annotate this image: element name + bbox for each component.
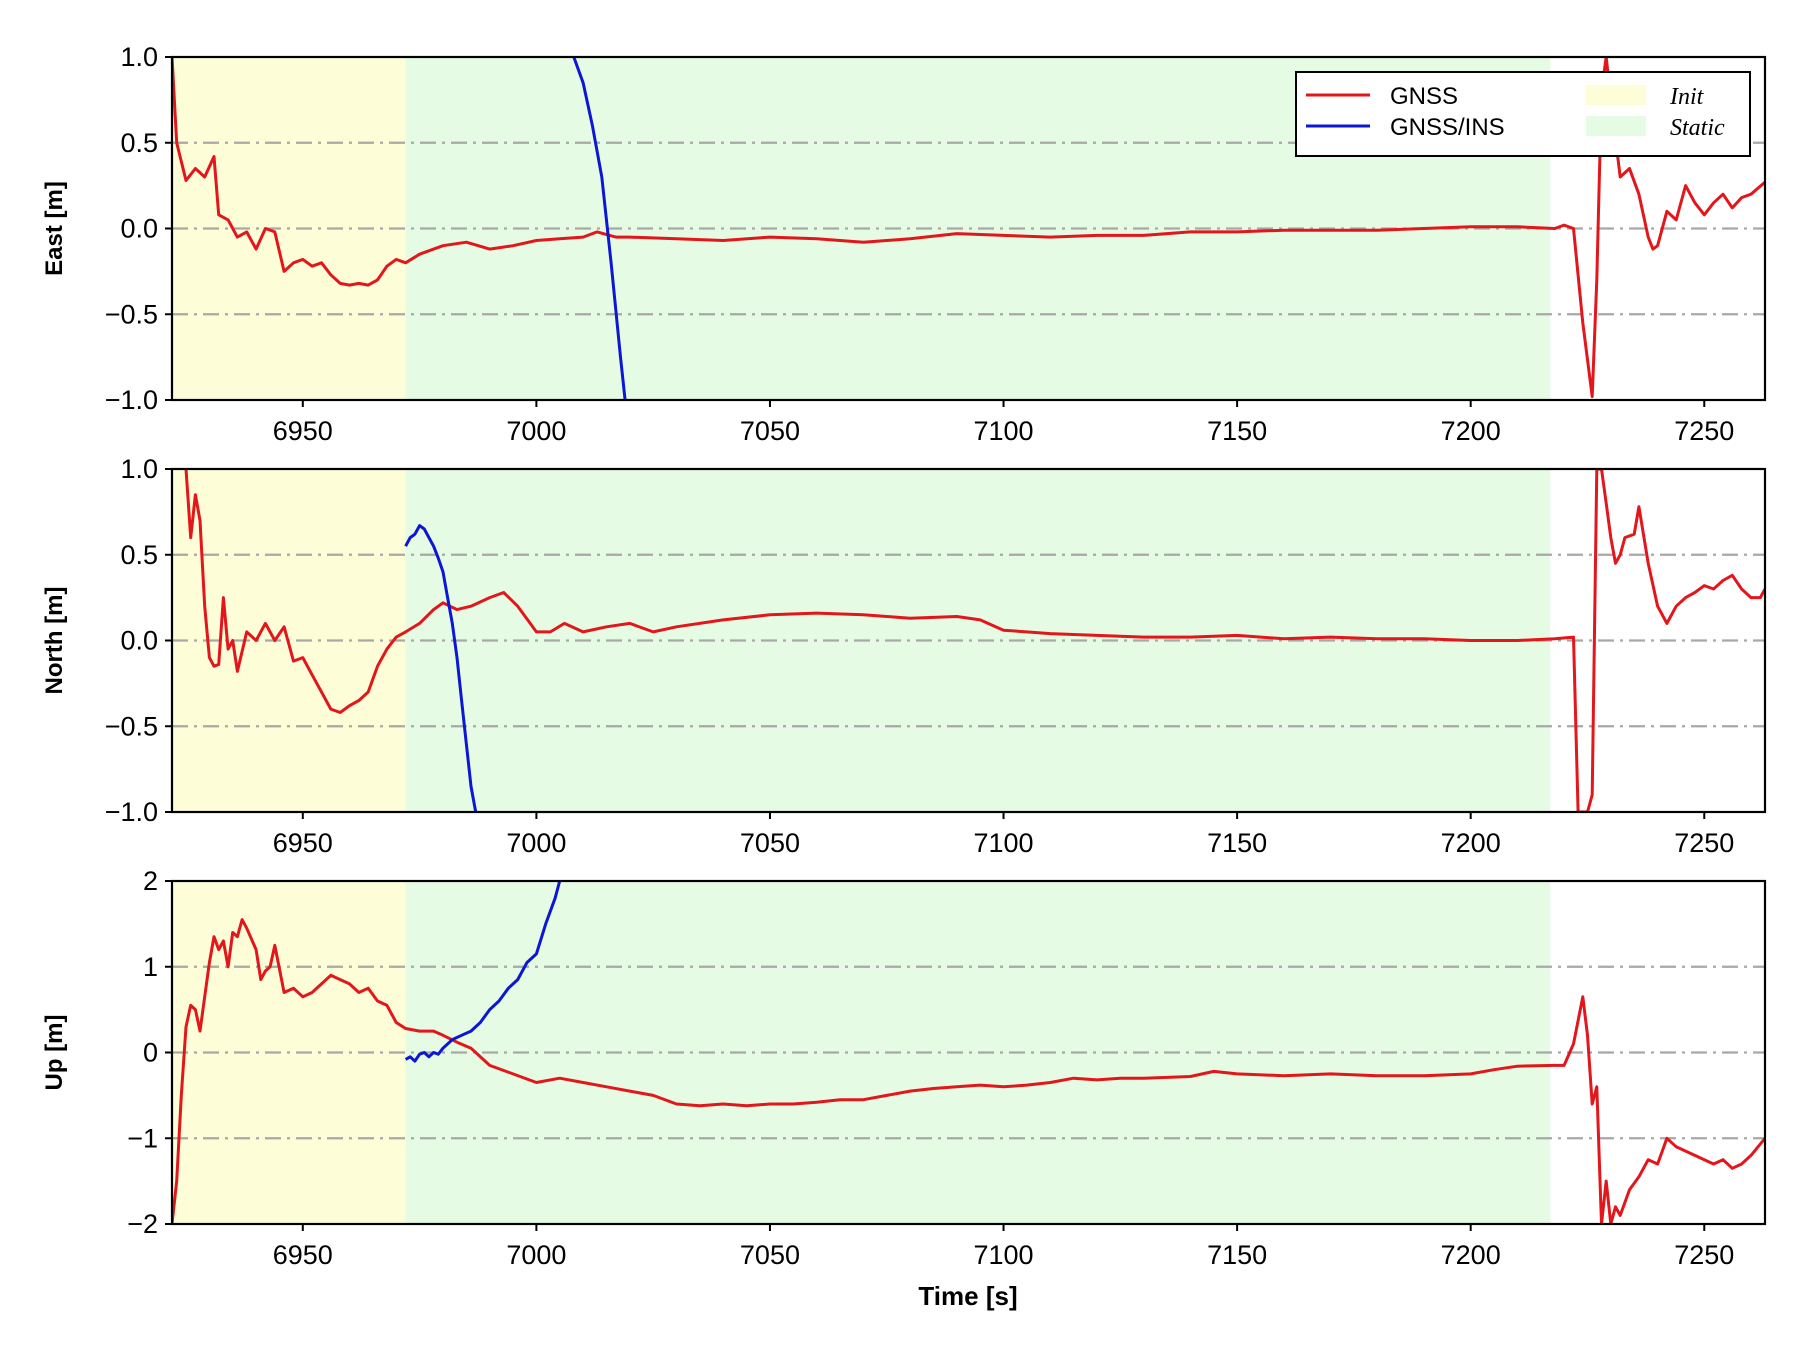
series-group-0 bbox=[172, 57, 1765, 400]
panel-1: −1.0 −0.5 0.0 0.5 1.0 6950 7000 7050 7100 7150 720… bbox=[41, 454, 1767, 858]
series-line-gnss-ins-1 bbox=[404, 524, 478, 812]
x-tick-label-1-6: 7250 bbox=[1674, 828, 1734, 858]
x-tick-label-1-1: 7000 bbox=[506, 828, 566, 858]
y-tick-label-0-3: 0.5 bbox=[120, 128, 158, 158]
y-tick-label-2-0: −2 bbox=[127, 1209, 158, 1239]
y-tick-label-2-3: 1 bbox=[143, 952, 158, 982]
x-tick-label-2-4: 7150 bbox=[1207, 1240, 1267, 1270]
x-axis-label: Time [s] bbox=[918, 1281, 1017, 1311]
y-tick-label-1-0: −1.0 bbox=[105, 797, 158, 827]
x-tick-label-1-0: 6950 bbox=[273, 828, 333, 858]
x-tick-label-2-5: 7200 bbox=[1441, 1240, 1501, 1270]
y-tick-label-0-1: −0.5 bbox=[105, 299, 158, 329]
x-tick-label-2-1: 7000 bbox=[506, 1240, 566, 1270]
x-tick-label-0-0: 6950 bbox=[273, 416, 333, 446]
legend-gnss-ins-label: GNSS/INS bbox=[1390, 114, 1505, 141]
y-axis-label-0: East [m] bbox=[41, 181, 68, 276]
y-tick-label-0-4: 1.0 bbox=[120, 42, 158, 72]
y-tick-label-2-2: 0 bbox=[143, 1038, 158, 1068]
legend-init-label: Init bbox=[1669, 84, 1705, 110]
series-line-gnss-ins-2 bbox=[404, 881, 562, 1063]
y-tick-label-1-4: 1.0 bbox=[120, 454, 158, 484]
y-tick-label-1-1: −0.5 bbox=[105, 711, 158, 741]
y-tick-label-0-0: −1.0 bbox=[105, 385, 158, 415]
x-tick-label-0-5: 7200 bbox=[1441, 416, 1501, 446]
y-tick-label-1-2: 0.0 bbox=[120, 626, 158, 656]
series-line-gnss-1 bbox=[184, 469, 1765, 812]
y-tick-label-1-3: 0.5 bbox=[120, 540, 158, 570]
panel-2: −2 −1 0 1 2 6950 7000 7050 7100 7150 7200 7250 Up [m… bbox=[41, 866, 1767, 1270]
x-tick-label-0-6: 7250 bbox=[1674, 416, 1734, 446]
legend-static-label: Static bbox=[1670, 115, 1725, 141]
legend-init-swatch bbox=[1586, 85, 1646, 105]
series-group-2 bbox=[172, 881, 1765, 1224]
x-tick-label-2-2: 7050 bbox=[740, 1240, 800, 1270]
plot-panels: −1.0 −0.5 0.0 0.5 1.0 6950 7000 7050 7100 7150 720… bbox=[41, 42, 1767, 1270]
x-tick-label-2-6: 7250 bbox=[1674, 1240, 1734, 1270]
y-tick-label-0-2: 0.0 bbox=[120, 214, 158, 244]
x-tick-label-0-4: 7150 bbox=[1207, 416, 1267, 446]
x-tick-label-1-3: 7100 bbox=[973, 828, 1033, 858]
legend-gnss-label: GNSS bbox=[1390, 83, 1458, 110]
series-group-1 bbox=[184, 469, 1765, 812]
x-tick-label-1-4: 7150 bbox=[1207, 828, 1267, 858]
x-tick-label-0-2: 7050 bbox=[740, 416, 800, 446]
y-tick-label-2-4: 2 bbox=[143, 866, 158, 896]
x-tick-label-1-2: 7050 bbox=[740, 828, 800, 858]
y-axis-label-1: North [m] bbox=[41, 587, 68, 695]
x-tick-label-2-3: 7100 bbox=[973, 1240, 1033, 1270]
x-tick-label-0-3: 7100 bbox=[973, 416, 1033, 446]
x-tick-label-0-1: 7000 bbox=[506, 416, 566, 446]
legend-static-swatch bbox=[1586, 116, 1646, 136]
legend-box bbox=[1295, 71, 1751, 157]
y-axis-label-2: Up [m] bbox=[41, 1015, 68, 1091]
y-tick-label-2-1: −1 bbox=[127, 1123, 158, 1153]
legend: GNSS GNSS/INS Init Static bbox=[1295, 71, 1751, 157]
x-tick-label-1-5: 7200 bbox=[1441, 828, 1501, 858]
series-line-gnss-2 bbox=[172, 918, 1765, 1224]
series-line-gnss-ins-0 bbox=[572, 57, 627, 400]
series-line-gnss-0 bbox=[172, 57, 1765, 399]
x-tick-label-2-0: 6950 bbox=[273, 1240, 333, 1270]
